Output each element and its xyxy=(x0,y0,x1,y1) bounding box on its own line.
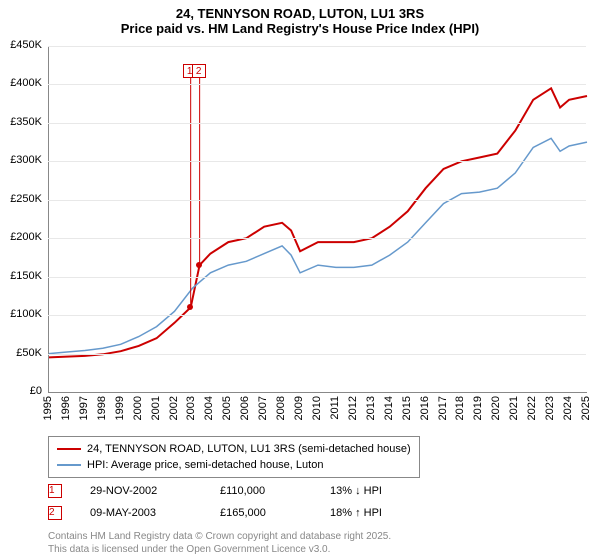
x-axis-label: 1999 xyxy=(114,396,126,420)
footer-line-1: Contains HM Land Registry data © Crown c… xyxy=(48,530,391,543)
x-axis-label: 2017 xyxy=(437,396,449,420)
transaction-marker: 2 xyxy=(48,506,62,520)
chart-container: 24, TENNYSON ROAD, LUTON, LU1 3RS Price … xyxy=(0,0,600,560)
x-axis-label: 2018 xyxy=(454,396,466,420)
x-axis-label: 2025 xyxy=(580,396,592,420)
x-axis-label: 2006 xyxy=(239,396,251,420)
x-axis-label: 2013 xyxy=(365,396,377,420)
x-axis-label: 2024 xyxy=(562,396,574,420)
x-axis-label: 2012 xyxy=(347,396,359,420)
x-axis-label: 2009 xyxy=(293,396,305,420)
plot-svg xyxy=(49,46,587,392)
x-axis-label: 2002 xyxy=(168,396,180,420)
x-axis-label: 1997 xyxy=(78,396,90,420)
legend: 24, TENNYSON ROAD, LUTON, LU1 3RS (semi-… xyxy=(48,436,420,478)
legend-swatch xyxy=(57,448,81,450)
series-line xyxy=(49,138,587,353)
gridline-h xyxy=(48,200,586,201)
transaction-row: 1 29-NOV-2002£110,00013% ↓ HPI xyxy=(48,484,382,498)
legend-item: 24, TENNYSON ROAD, LUTON, LU1 3RS (semi-… xyxy=(57,441,411,457)
y-axis-label: £150K xyxy=(2,270,42,282)
legend-label: HPI: Average price, semi-detached house,… xyxy=(87,459,323,471)
y-axis-label: £350K xyxy=(2,116,42,128)
gridline-h xyxy=(48,354,586,355)
y-axis-label: £200K xyxy=(2,231,42,243)
y-axis-label: £50K xyxy=(2,347,42,359)
x-axis-label: 2007 xyxy=(257,396,269,420)
x-axis-label: 1996 xyxy=(60,396,72,420)
gridline-h xyxy=(48,161,586,162)
y-axis-label: £0 xyxy=(2,385,42,397)
title-block: 24, TENNYSON ROAD, LUTON, LU1 3RS Price … xyxy=(0,0,600,38)
gridline-h xyxy=(48,315,586,316)
x-axis-label: 1998 xyxy=(96,396,108,420)
x-axis-label: 2001 xyxy=(150,396,162,420)
x-axis-label: 2016 xyxy=(419,396,431,420)
series-line xyxy=(49,88,587,357)
x-axis-label: 2010 xyxy=(311,396,323,420)
gridline-h xyxy=(48,46,586,47)
x-axis-label: 2011 xyxy=(329,396,341,420)
y-axis-label: £300K xyxy=(2,154,42,166)
x-axis-label: 2004 xyxy=(203,396,215,420)
x-axis-label: 2015 xyxy=(401,396,413,420)
legend-swatch xyxy=(57,464,81,466)
x-axis-label: 2014 xyxy=(383,396,395,420)
x-axis-label: 2008 xyxy=(275,396,287,420)
gridline-h xyxy=(48,277,586,278)
x-axis-label: 2023 xyxy=(544,396,556,420)
x-axis-label: 2020 xyxy=(490,396,502,420)
y-axis-label: £250K xyxy=(2,193,42,205)
y-axis-label: £100K xyxy=(2,308,42,320)
marker-box-2: 2 xyxy=(192,64,206,78)
title-line-2: Price paid vs. HM Land Registry's House … xyxy=(0,21,600,36)
x-axis-label: 1995 xyxy=(42,396,54,420)
x-axis-label: 2000 xyxy=(132,396,144,420)
transaction-delta: 18% ↑ HPI xyxy=(330,507,382,519)
legend-label: 24, TENNYSON ROAD, LUTON, LU1 3RS (semi-… xyxy=(87,443,411,455)
x-axis-label: 2021 xyxy=(508,396,520,420)
x-axis-label: 2005 xyxy=(221,396,233,420)
transaction-price: £110,000 xyxy=(220,485,330,497)
y-axis-label: £450K xyxy=(2,39,42,51)
gridline-h xyxy=(48,84,586,85)
transaction-marker: 1 xyxy=(48,484,62,498)
x-axis-label: 2022 xyxy=(526,396,538,420)
y-axis-label: £400K xyxy=(2,77,42,89)
footer-line-2: This data is licensed under the Open Gov… xyxy=(48,543,391,556)
footer: Contains HM Land Registry data © Crown c… xyxy=(48,530,391,556)
x-axis-label: 2019 xyxy=(472,396,484,420)
title-line-1: 24, TENNYSON ROAD, LUTON, LU1 3RS xyxy=(0,6,600,21)
legend-item: HPI: Average price, semi-detached house,… xyxy=(57,457,411,473)
gridline-h xyxy=(48,238,586,239)
plot-area xyxy=(48,46,587,393)
x-axis-label: 2003 xyxy=(185,396,197,420)
marker-dot-1 xyxy=(187,304,193,310)
transaction-date: 29-NOV-2002 xyxy=(90,485,220,497)
transaction-delta: 13% ↓ HPI xyxy=(330,485,382,497)
transaction-price: £165,000 xyxy=(220,507,330,519)
gridline-h xyxy=(48,123,586,124)
transaction-date: 09-MAY-2003 xyxy=(90,507,220,519)
transaction-row: 2 09-MAY-2003£165,00018% ↑ HPI xyxy=(48,506,382,520)
marker-dot-2 xyxy=(196,262,202,268)
